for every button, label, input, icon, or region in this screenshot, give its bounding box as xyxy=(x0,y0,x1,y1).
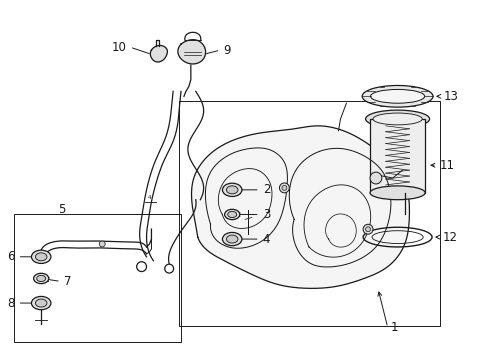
Text: 13: 13 xyxy=(443,90,458,103)
Text: 4: 4 xyxy=(262,233,270,246)
Ellipse shape xyxy=(372,113,421,125)
Text: 11: 11 xyxy=(439,159,454,172)
Ellipse shape xyxy=(369,186,424,200)
Bar xyxy=(179,101,439,326)
Bar xyxy=(14,215,181,342)
Ellipse shape xyxy=(34,273,49,284)
Ellipse shape xyxy=(35,299,47,307)
Ellipse shape xyxy=(222,233,242,246)
Text: 3: 3 xyxy=(262,208,269,221)
Ellipse shape xyxy=(365,110,429,128)
Polygon shape xyxy=(178,40,205,64)
Ellipse shape xyxy=(31,296,51,310)
Bar xyxy=(369,119,424,193)
Circle shape xyxy=(369,172,381,184)
Ellipse shape xyxy=(224,209,239,220)
Ellipse shape xyxy=(31,250,51,264)
Circle shape xyxy=(279,183,289,193)
Ellipse shape xyxy=(227,211,236,217)
Text: 7: 7 xyxy=(64,275,71,288)
Ellipse shape xyxy=(362,85,432,107)
Text: 4: 4 xyxy=(147,195,151,200)
Text: 1: 1 xyxy=(390,321,397,334)
Text: 8: 8 xyxy=(7,297,15,310)
Circle shape xyxy=(99,241,105,247)
Text: 10: 10 xyxy=(112,41,126,54)
Ellipse shape xyxy=(226,186,238,194)
Ellipse shape xyxy=(226,235,238,243)
Circle shape xyxy=(363,224,372,234)
Text: 2: 2 xyxy=(262,183,270,196)
Text: 12: 12 xyxy=(442,231,457,244)
Circle shape xyxy=(365,227,370,232)
Ellipse shape xyxy=(370,89,424,103)
Ellipse shape xyxy=(222,183,242,197)
Polygon shape xyxy=(150,45,167,62)
Ellipse shape xyxy=(35,253,47,261)
Circle shape xyxy=(282,185,286,190)
Text: 5: 5 xyxy=(58,203,65,216)
Polygon shape xyxy=(191,126,408,288)
Text: 9: 9 xyxy=(223,44,230,57)
Text: 6: 6 xyxy=(7,250,15,263)
Ellipse shape xyxy=(37,275,45,282)
